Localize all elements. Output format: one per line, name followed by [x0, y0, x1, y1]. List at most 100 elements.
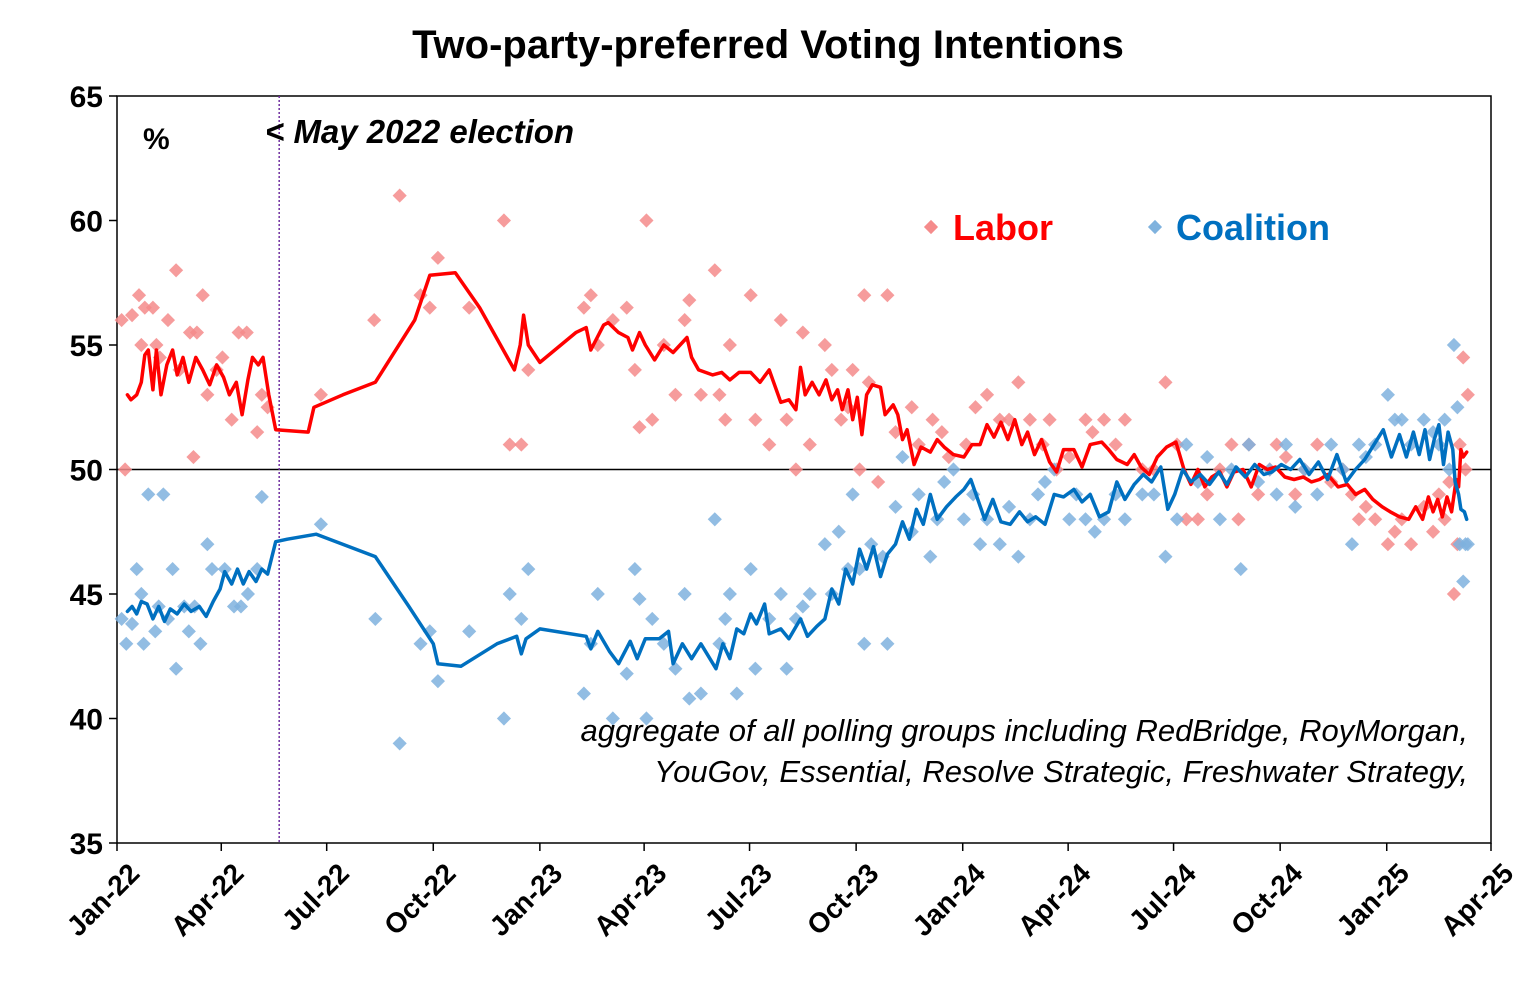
labor-poll-point [834, 412, 849, 427]
x-tick-label: Apr-22 [165, 857, 250, 942]
y-tick-label: 60 [70, 206, 103, 239]
x-tick-label: Jan-25 [1330, 857, 1415, 942]
coalition-poll-point [181, 624, 196, 639]
labor-poll-point [1351, 512, 1367, 527]
labor-poll-point [619, 300, 634, 315]
labor-poll-point [215, 350, 230, 365]
labor-poll-point [934, 425, 949, 440]
labor-poll-point [802, 437, 817, 452]
coalition-poll-point [795, 599, 810, 614]
coalition-poll-point [718, 611, 733, 626]
labor-poll-point [627, 362, 642, 377]
legend-coalition-label: Coalition [1176, 207, 1330, 248]
x-tick-label: Oct-23 [801, 857, 885, 941]
coalition-poll-point [677, 586, 692, 602]
x-tick-label: Jul-24 [1123, 857, 1202, 936]
x-tick-label: Jan-24 [906, 857, 991, 942]
coalition-poll-point [590, 586, 605, 602]
coalition-poll-point [707, 512, 722, 527]
election-annotation: < May 2022 election [265, 113, 574, 150]
coalition-poll-point [514, 611, 529, 626]
labor-poll-point [1022, 412, 1037, 427]
x-tick-label: Oct-24 [1225, 857, 1309, 941]
labor-poll-point [992, 412, 1007, 427]
labor-poll-point [682, 293, 697, 308]
coalition-poll-point [1146, 487, 1161, 502]
coalition-poll-point [313, 517, 328, 532]
labor-poll-point [1442, 474, 1457, 490]
x-tick-label: Oct-22 [378, 857, 462, 941]
coalition-poll-point [1200, 449, 1215, 465]
labor-poll-point [1387, 524, 1402, 539]
coalition-poll-point [693, 686, 708, 701]
labor-poll-point [762, 437, 777, 452]
labor-poll-point [795, 325, 810, 340]
labor-poll-point [1446, 586, 1461, 602]
coalition-poll-point [656, 636, 671, 651]
coalition-poll-point [462, 624, 477, 639]
labor-poll-point [1251, 487, 1266, 502]
coalition-poll-point [1380, 387, 1395, 402]
coalition-poll-point [888, 499, 903, 514]
labor-poll-point [1452, 437, 1467, 452]
coalition-poll-point [1011, 549, 1026, 564]
coalition-poll-point [576, 686, 591, 701]
labor-poll-point [313, 387, 328, 402]
labor-poll-point [583, 288, 598, 303]
coalition-poll-point [240, 586, 255, 602]
x-tick-label: Jan-23 [484, 857, 569, 942]
labor-poll-point [118, 462, 133, 477]
coalition-poll-point [413, 636, 428, 651]
labor-poll-point [677, 313, 692, 328]
labor-poll-point [1078, 412, 1093, 427]
coalition-poll-point [136, 636, 151, 651]
labor-poll-point [254, 387, 269, 402]
coalition-poll-point [1062, 512, 1077, 527]
labor-poll-point [880, 288, 895, 303]
coalition-poll-point [1456, 574, 1471, 589]
coalition-poll-point [802, 586, 817, 602]
labor-poll-point [1062, 449, 1077, 465]
labor-poll-point [1096, 412, 1112, 427]
x-tick-label: Jul-22 [276, 857, 355, 936]
labor-poll-point [979, 387, 995, 402]
labor-poll-point [514, 437, 529, 452]
coalition-poll-point [1037, 474, 1053, 490]
coalition-poll-point [1416, 412, 1431, 427]
coalition-poll-point [1117, 512, 1132, 527]
coalition-poll-point [1460, 537, 1475, 552]
coalition-poll-point [1269, 487, 1284, 502]
coalition-poll-point [1278, 437, 1294, 452]
coalition-poll-point [773, 586, 788, 602]
labor-poll-point [186, 449, 201, 465]
labor-poll-point [1278, 449, 1294, 465]
coalition-poll-point [722, 586, 737, 602]
labor-poll-point [1288, 487, 1303, 502]
labor-poll-point [1368, 512, 1383, 527]
labor-poll-point [1460, 387, 1475, 402]
coalition-poll-point [605, 711, 620, 726]
x-tick-label: Apr-24 [1012, 857, 1097, 942]
coalition-poll-point [923, 549, 938, 564]
labor-poll-point [1179, 512, 1194, 527]
coalition-poll-point [254, 489, 269, 504]
coalition-poll-point [1450, 400, 1465, 415]
labor-poll-point [632, 420, 647, 435]
labor-poll-point [645, 412, 660, 427]
labor-poll-point [748, 412, 763, 427]
labor-poll-point [189, 325, 205, 340]
coalition-poll-point [1087, 524, 1102, 539]
coalition-poll-point [217, 562, 232, 577]
coalition-poll-point [204, 562, 220, 577]
unit-label: % [143, 123, 170, 156]
y-tick-label: 55 [70, 330, 103, 363]
coalition-poll-point [521, 562, 536, 577]
labor-poll-point [1190, 512, 1205, 527]
coalition-poll-point [880, 636, 895, 651]
labor-poll-point [722, 337, 737, 353]
labor-poll-point [1310, 437, 1325, 452]
y-tick-label: 40 [70, 704, 103, 737]
labor-poll-point [149, 337, 164, 353]
coalition-poll-point [193, 636, 208, 651]
coalition-poll-point [946, 462, 961, 477]
